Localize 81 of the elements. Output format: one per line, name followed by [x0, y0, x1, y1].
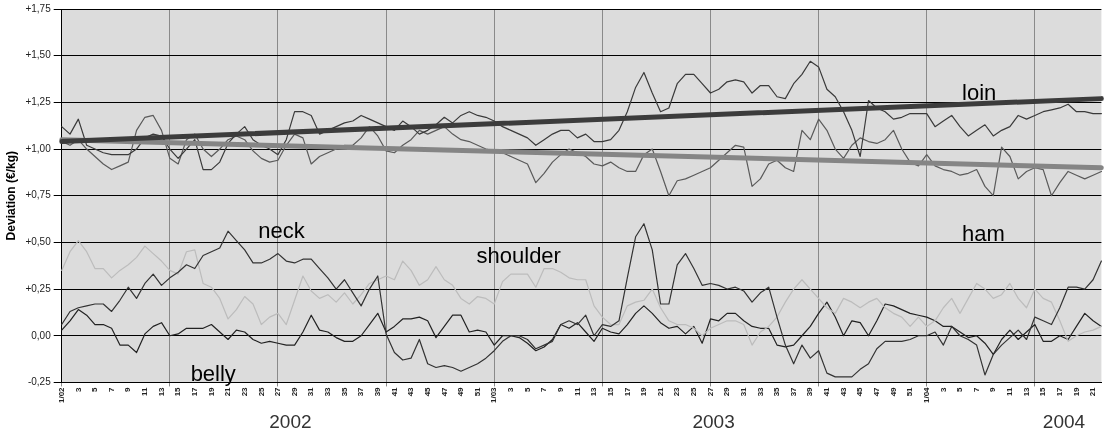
series-label: loin: [962, 80, 997, 106]
x-tick-label: 9: [123, 386, 133, 392]
x-tick-label: 35: [772, 386, 782, 397]
text: 2002: [269, 410, 312, 432]
x-tick-label: 47: [872, 386, 882, 397]
x-tick-label: 19: [206, 386, 216, 397]
x-tick-label: 3: [938, 386, 948, 392]
x-tick-label: 7: [971, 386, 981, 392]
x-tick-label: 1/04: [921, 386, 931, 404]
y-tick-label: +0,50: [25, 236, 52, 248]
y-tick-label: +0,25: [25, 282, 52, 294]
x-tick-label: 23: [672, 386, 682, 397]
text: 2003: [692, 410, 735, 432]
x-tick-label: 7: [539, 386, 549, 392]
y-tick-label: +1,75: [25, 2, 52, 14]
y-tick-label: +1,00: [25, 142, 52, 154]
x-tick-label: 11: [140, 386, 150, 396]
y-axis-title: Deviation (€/kg): [3, 151, 18, 241]
x-tick-label: 9: [555, 386, 565, 392]
x-tick-label: 27: [705, 386, 715, 397]
series-label: belly: [190, 360, 236, 386]
x-tick-label: 41: [822, 386, 832, 397]
x-tick-label: 37: [788, 386, 798, 397]
x-tick-label: 31: [306, 386, 316, 397]
x-tick-label: 7: [106, 386, 116, 392]
x-tick-label: 39: [805, 386, 815, 397]
x-tick-label: 47: [439, 386, 449, 397]
x-tick-label: 33: [323, 386, 333, 397]
x-tick-label: 13: [589, 386, 599, 397]
x-tick-label: 25: [256, 386, 266, 397]
x-tick-label: 39: [372, 386, 382, 397]
y-tick-label: -0,25: [27, 376, 52, 388]
x-tick-label: 13: [1021, 386, 1031, 397]
x-tick-label: 1/03: [489, 386, 499, 404]
x-tick-label: 27: [273, 386, 283, 397]
x-tick-label: 5: [90, 386, 100, 392]
x-tick-label: 11: [572, 386, 582, 396]
text: 2004: [1042, 410, 1086, 432]
x-tick-label: 15: [1038, 386, 1048, 397]
x-tick-label: 17: [189, 386, 199, 397]
x-tick-label: 17: [622, 386, 632, 397]
x-tick-label: 37: [356, 386, 366, 397]
y-tick-label: +0,75: [25, 189, 52, 201]
x-tick-label: 43: [838, 386, 848, 397]
y-tick-label: +1,25: [25, 96, 52, 108]
series-label: neck: [258, 217, 306, 243]
x-tick-label: 33: [755, 386, 765, 397]
x-tick-label: 43: [406, 386, 416, 397]
series-label: shoulder: [476, 243, 561, 269]
x-tick-label: 21: [655, 386, 665, 397]
x-tick-label: 25: [689, 386, 699, 397]
x-tick-label: 3: [506, 386, 516, 392]
x-tick-label: 3: [73, 386, 83, 392]
x-tick-label: 49: [456, 386, 466, 397]
x-tick-label: 29: [289, 386, 299, 397]
x-tick-label: 41: [389, 386, 399, 397]
x-tick-label: 9: [988, 386, 998, 392]
y-tick-label: 0,00: [31, 329, 52, 341]
x-tick-label: 31: [738, 386, 748, 397]
x-tick-label: 21: [1088, 386, 1098, 397]
x-tick-label: 45: [422, 386, 432, 397]
x-tick-label: 11: [1005, 386, 1015, 396]
x-tick-label: 19: [1071, 386, 1081, 397]
x-tick-label: 13: [156, 386, 166, 397]
x-tick-label: 1/02: [56, 386, 66, 404]
x-tick-label: 35: [339, 386, 349, 397]
x-tick-label: 29: [722, 386, 732, 397]
x-tick-label: 49: [888, 386, 898, 397]
series-label: ham: [962, 220, 1005, 246]
x-tick-label: 5: [955, 386, 965, 392]
x-tick-label: 17: [1055, 386, 1065, 397]
x-tick-label: 51: [905, 386, 915, 397]
x-tick-label: 5: [522, 386, 532, 392]
x-tick-label: 21: [223, 386, 233, 397]
x-tick-label: 23: [239, 386, 249, 397]
x-tick-label: 51: [472, 386, 482, 397]
x-tick-label: 19: [639, 386, 649, 397]
x-tick-label: 15: [173, 386, 183, 397]
y-tick-label: +1,50: [25, 49, 52, 61]
x-tick-label: 15: [605, 386, 615, 397]
x-tick-label: 45: [855, 386, 865, 397]
